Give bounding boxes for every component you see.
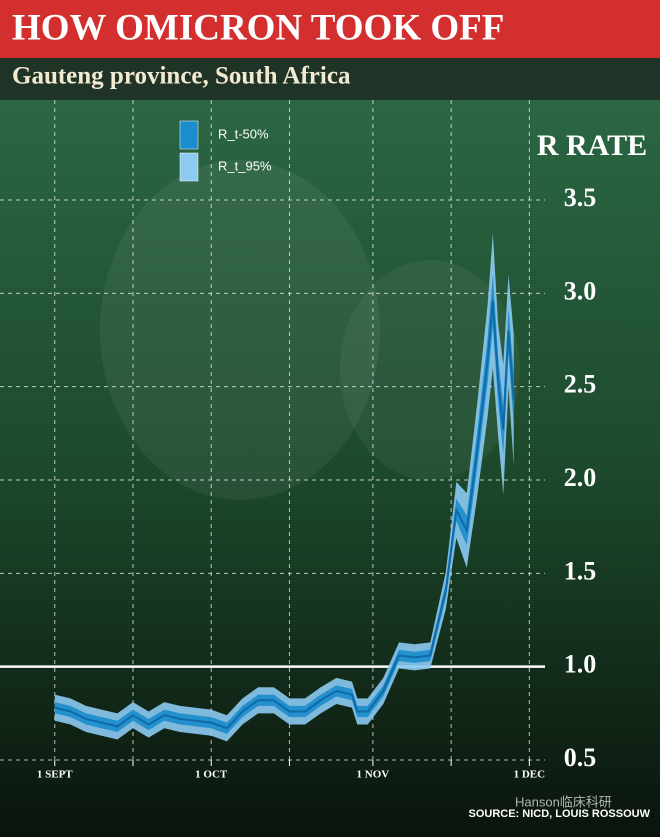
y-tick-label: 3.5 <box>564 183 597 212</box>
y-tick-label: 2.0 <box>564 463 597 492</box>
y-tick-label: 0.5 <box>564 743 597 772</box>
legend-label: R_t_95% <box>218 158 272 173</box>
y-tick-label: 1.0 <box>564 650 597 679</box>
legend-label: R_t-50% <box>218 126 269 141</box>
title-banner <box>0 0 660 58</box>
y-tick-label: 2.5 <box>564 370 597 399</box>
source: SOURCE: NICD, LOUIS ROSSOUW <box>468 808 650 820</box>
y-tick-label: 3.0 <box>564 276 597 305</box>
x-tick-label: 1 DEC <box>514 769 546 781</box>
x-tick-label: 1 SEPT <box>37 769 73 781</box>
y-tick-label: 1.5 <box>564 556 597 585</box>
chart-title: HOW OMICRON TOOK OFF <box>12 7 504 48</box>
photo-shade <box>100 160 380 500</box>
y-axis-label: R RATE <box>537 129 647 162</box>
chart-subtitle: Gauteng province, South Africa <box>12 63 351 90</box>
estimate-line <box>54 300 515 730</box>
x-tick-label: 1 NOV <box>357 769 390 781</box>
legend-swatch <box>179 120 199 150</box>
watermark: Hanson临床科研 <box>515 794 612 809</box>
x-tick-label: 1 OCT <box>195 769 228 781</box>
subtitle-banner <box>0 58 660 100</box>
legend-swatch <box>179 152 199 182</box>
